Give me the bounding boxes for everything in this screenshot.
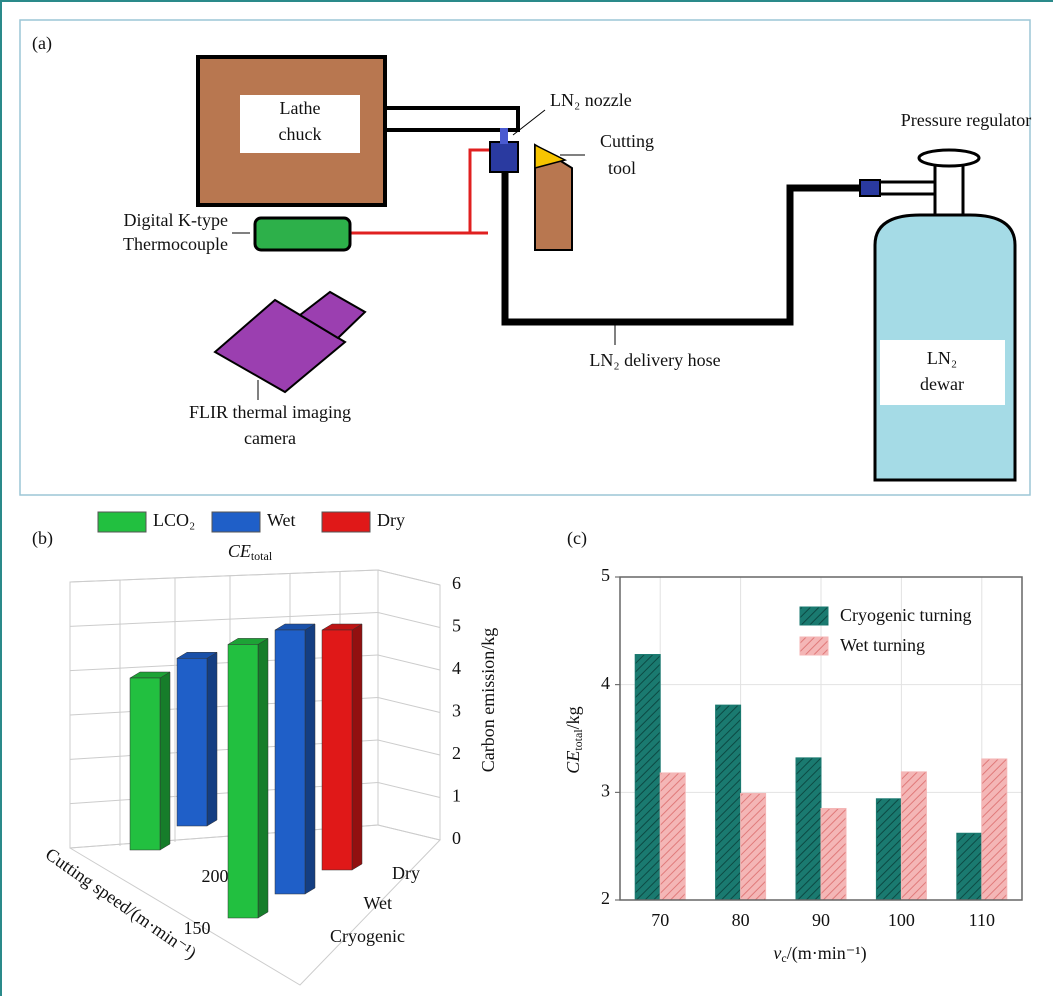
z-tick-label: 2	[452, 743, 461, 763]
legend-label: LCO₂	[153, 510, 195, 530]
bar	[982, 759, 1007, 900]
y-tick-label: 3	[601, 780, 610, 800]
grid-line	[378, 570, 440, 585]
legend-swatch	[322, 512, 370, 532]
bar-side	[305, 624, 315, 894]
label: camera	[244, 428, 296, 448]
legend-swatch	[98, 512, 146, 532]
wire	[470, 150, 492, 233]
label-rest: /(m·min⁻¹)	[787, 943, 867, 964]
bar	[796, 758, 821, 900]
bar-side	[207, 652, 217, 826]
bar	[275, 630, 305, 894]
bar-side	[352, 624, 362, 870]
spindle	[385, 108, 518, 130]
panel-label: (c)	[567, 528, 587, 549]
x-axis-label: vc/(m·min⁻¹)	[773, 943, 866, 965]
chart-title: CEtotal	[228, 541, 273, 563]
x-tick-label: 80	[732, 910, 750, 930]
diagram: (a) Lathe chuck LN₂ nozzle Cutting tool …	[32, 33, 1031, 480]
label: LN₂ delivery hose	[589, 350, 720, 370]
x-tick-label: 90	[812, 910, 830, 930]
bar	[876, 799, 901, 900]
bar	[957, 833, 982, 900]
grid-line	[378, 783, 440, 798]
grid-line	[70, 570, 378, 582]
figure: (a) Lathe chuck LN₂ nozzle Cutting tool …	[0, 0, 1053, 996]
y-tick-label: 2	[601, 888, 610, 908]
bar	[821, 808, 846, 900]
label: Pressure regulator	[901, 110, 1031, 130]
label: Lathe	[280, 98, 321, 118]
bar	[322, 630, 352, 870]
regulator-knob	[919, 150, 979, 166]
depth-tick-label: Cryogenic	[330, 926, 405, 946]
label-subscript: total	[571, 729, 585, 751]
bar	[901, 772, 926, 900]
bar	[716, 705, 741, 900]
depth-tick-label: Dry	[392, 863, 420, 883]
x-tick-label: 110	[969, 910, 995, 930]
grid-line	[378, 740, 440, 755]
nozzle	[490, 142, 518, 172]
bar	[130, 678, 160, 850]
panel-label: (a)	[32, 33, 52, 54]
grid-line	[378, 613, 440, 628]
label-symbol: v	[773, 943, 781, 963]
z-tick-label: 1	[452, 786, 461, 806]
legend-label: Wet turning	[840, 635, 925, 655]
regulator	[935, 165, 963, 220]
panel-label: (b)	[32, 528, 53, 549]
thermocouple	[255, 218, 350, 250]
z-tick-label: 3	[452, 701, 461, 721]
z-tick-label: 5	[452, 616, 461, 636]
legend-label: Cryogenic turning	[840, 605, 971, 625]
x-tick-label: 200	[202, 866, 229, 886]
x-tick-label: 70	[651, 910, 669, 930]
bar-side	[258, 638, 268, 918]
label-symbol: CE	[563, 751, 583, 774]
y-axis-label: CEtotal/kg	[563, 706, 585, 773]
connector	[860, 180, 880, 196]
legend-swatch	[800, 637, 828, 655]
z-tick-label: 6	[452, 573, 461, 593]
label: tool	[608, 158, 636, 178]
pipe	[880, 182, 935, 194]
label: Cutting	[600, 131, 654, 151]
bar	[741, 793, 766, 900]
grid-line	[378, 655, 440, 670]
bar	[660, 773, 685, 900]
z-tick-label: 4	[452, 658, 461, 678]
x-tick-label: 150	[184, 918, 211, 938]
label: Thermocouple	[123, 234, 228, 254]
label: dewar	[920, 374, 964, 394]
title-subscript: total	[251, 549, 273, 563]
legend-swatch	[800, 607, 828, 625]
title-symbol: CE	[228, 541, 251, 561]
label: FLIR thermal imaging	[189, 402, 351, 422]
y-tick-label: 5	[601, 565, 610, 585]
legend-label: Wet	[267, 510, 296, 530]
label: LN₂	[927, 348, 957, 368]
grid-line	[378, 825, 440, 840]
z-axis-label: Carbon emission/kg	[478, 628, 498, 773]
nozzle	[500, 128, 508, 144]
bar	[177, 658, 207, 826]
legend-swatch	[212, 512, 260, 532]
label: chuck	[279, 124, 322, 144]
x-axis-label: Cutting speed/(m·min⁻¹)	[41, 844, 200, 964]
label-rest: /kg	[563, 706, 583, 729]
bar-side	[160, 672, 170, 850]
legend-label: Dry	[377, 510, 405, 530]
z-tick-label: 0	[452, 828, 461, 848]
bar	[228, 644, 258, 918]
y-tick-label: 4	[601, 673, 610, 693]
label: Digital K-type	[124, 210, 228, 230]
grid-line	[378, 698, 440, 713]
label: LN₂ nozzle	[550, 90, 632, 110]
depth-tick-label: Wet	[363, 893, 392, 913]
bar	[635, 655, 660, 900]
x-tick-label: 100	[888, 910, 915, 930]
